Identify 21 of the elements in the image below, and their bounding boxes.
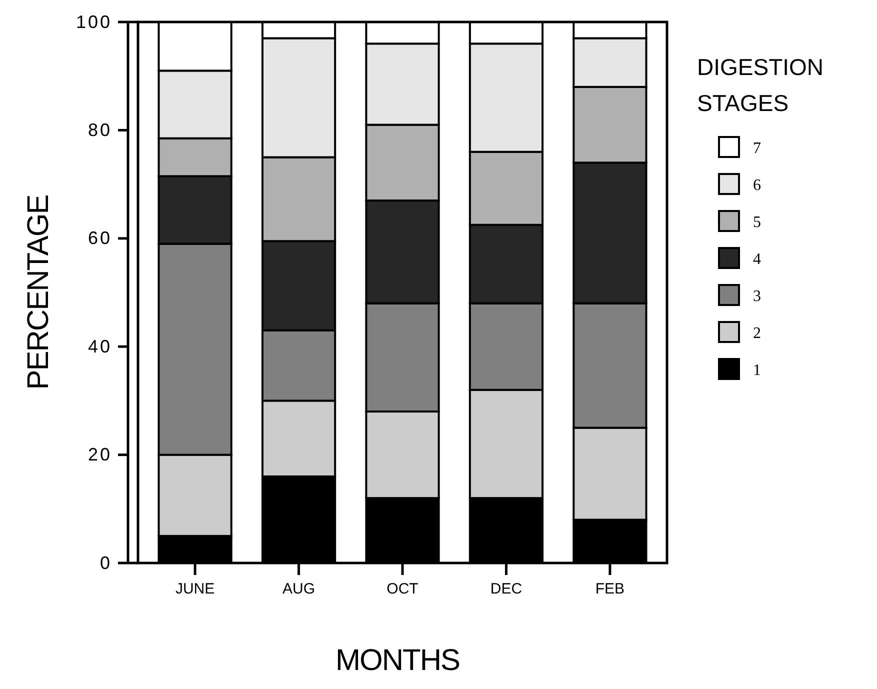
y-tick-label: 40 xyxy=(88,336,112,356)
y-tick-label: 0 xyxy=(100,552,112,573)
y-axis-title: PERCENTAGE xyxy=(22,195,55,390)
legend-label: 6 xyxy=(753,177,761,194)
x-tick-label: FEB xyxy=(595,580,625,598)
legend-label: 2 xyxy=(753,325,761,342)
y-tick-label: 100 xyxy=(76,12,112,32)
legend-label: 3 xyxy=(753,288,761,305)
x-tick-label: OCT xyxy=(386,580,418,598)
x-tick-label: AUG xyxy=(282,580,316,598)
legend-label: 4 xyxy=(753,251,761,268)
y-tick-label: 80 xyxy=(88,120,112,140)
x-axis-title: MONTHS xyxy=(336,644,460,677)
y-tick-label: 20 xyxy=(88,444,112,465)
legend-label: 7 xyxy=(753,140,761,157)
x-tick-label: DEC xyxy=(490,580,522,598)
x-tick-label: JUNE xyxy=(175,580,215,598)
y-tick-label: 60 xyxy=(88,228,112,248)
legend-title: DIGESTION STAGES xyxy=(697,54,824,116)
legend-label: 5 xyxy=(753,214,761,231)
legend-label: 1 xyxy=(753,362,761,379)
